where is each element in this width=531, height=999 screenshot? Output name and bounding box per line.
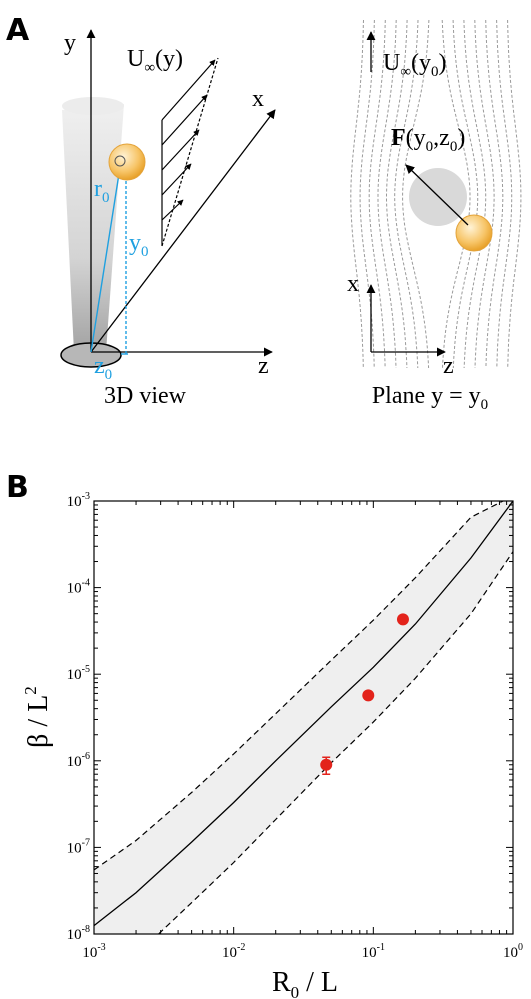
x-axis-arrow [90, 109, 276, 353]
tick-labels: 10-3 10-2 10-1 100 10-8 10-7 10-6 10-5 10-4 10-3 [67, 491, 523, 961]
streamline [368, 19, 386, 369]
plane-axis-z-label: z [443, 353, 454, 379]
x-tick-label: 10-1 [362, 942, 385, 961]
y-tick-label: 10-3 [67, 491, 90, 510]
streamline [377, 19, 397, 369]
streamline [485, 19, 504, 369]
particle-center-marker [114, 155, 126, 167]
axis-y-label: y [64, 30, 76, 56]
x-axis-label: R0 / L [272, 967, 338, 999]
force-arrow [405, 164, 469, 226]
streamline [386, 19, 408, 369]
y-axis-label: β / L2 [21, 686, 54, 748]
band-area [94, 501, 513, 934]
y-tick-label: 10-4 [67, 578, 90, 597]
y-tick-label: 10-5 [67, 664, 90, 683]
x-tick-label: 10-2 [222, 942, 245, 961]
streamline [452, 19, 479, 369]
left-3d-view: y x z U∞(y) r0 y0 z0 3D view [60, 29, 276, 409]
r0-label: r0 [94, 176, 110, 206]
particle [108, 143, 146, 181]
y0-label: y0 [129, 230, 149, 260]
right-plane-view: U∞(y0) F(y0,z0) x z Plane y = y0 [347, 19, 522, 413]
streamline [350, 19, 364, 369]
streamline [507, 19, 522, 369]
data-point [320, 758, 333, 771]
particle-top-view [455, 214, 493, 252]
y-tick-label: 10-7 [67, 837, 90, 856]
shear-flow-profile [161, 57, 219, 247]
y-tick-label: 10-8 [67, 924, 90, 943]
streamline [474, 19, 495, 369]
streamline [394, 19, 419, 369]
data-point [362, 689, 375, 702]
force-label: F(y0,z0) [391, 125, 465, 155]
flow-label: U∞(y) [127, 46, 183, 76]
cylinder-body [62, 104, 124, 360]
plane-flow-label: U∞(y0) [383, 50, 447, 80]
streamline [463, 19, 487, 369]
panel-a-label: A [6, 13, 30, 48]
streamline [359, 19, 375, 369]
chart: 10-3 10-2 10-1 100 10-8 10-7 10-6 10-5 10-410-3 … [21, 491, 523, 999]
streamline [402, 19, 430, 369]
z0-label: z0 [94, 353, 112, 383]
panel-b-label: B [6, 470, 29, 505]
axis-z-label: z [258, 353, 269, 379]
r0-vector [90, 160, 122, 353]
data-points [320, 613, 409, 775]
streamline [496, 19, 513, 369]
streamline [441, 19, 471, 369]
data-point [396, 613, 409, 626]
plot-frame [93, 500, 514, 935]
model-curve [93, 500, 514, 927]
y-tick-label: 10-6 [67, 751, 90, 770]
axis-x-label: x [252, 86, 264, 112]
left-view-caption: 3D view [104, 383, 187, 409]
cylinder-top [62, 97, 124, 115]
x-tick-label: 100 [503, 942, 523, 961]
right-view-caption: Plane y = y0 [372, 383, 488, 413]
plane-axis-x-label: x [347, 271, 359, 297]
x-tick-label: 10-3 [82, 942, 105, 961]
